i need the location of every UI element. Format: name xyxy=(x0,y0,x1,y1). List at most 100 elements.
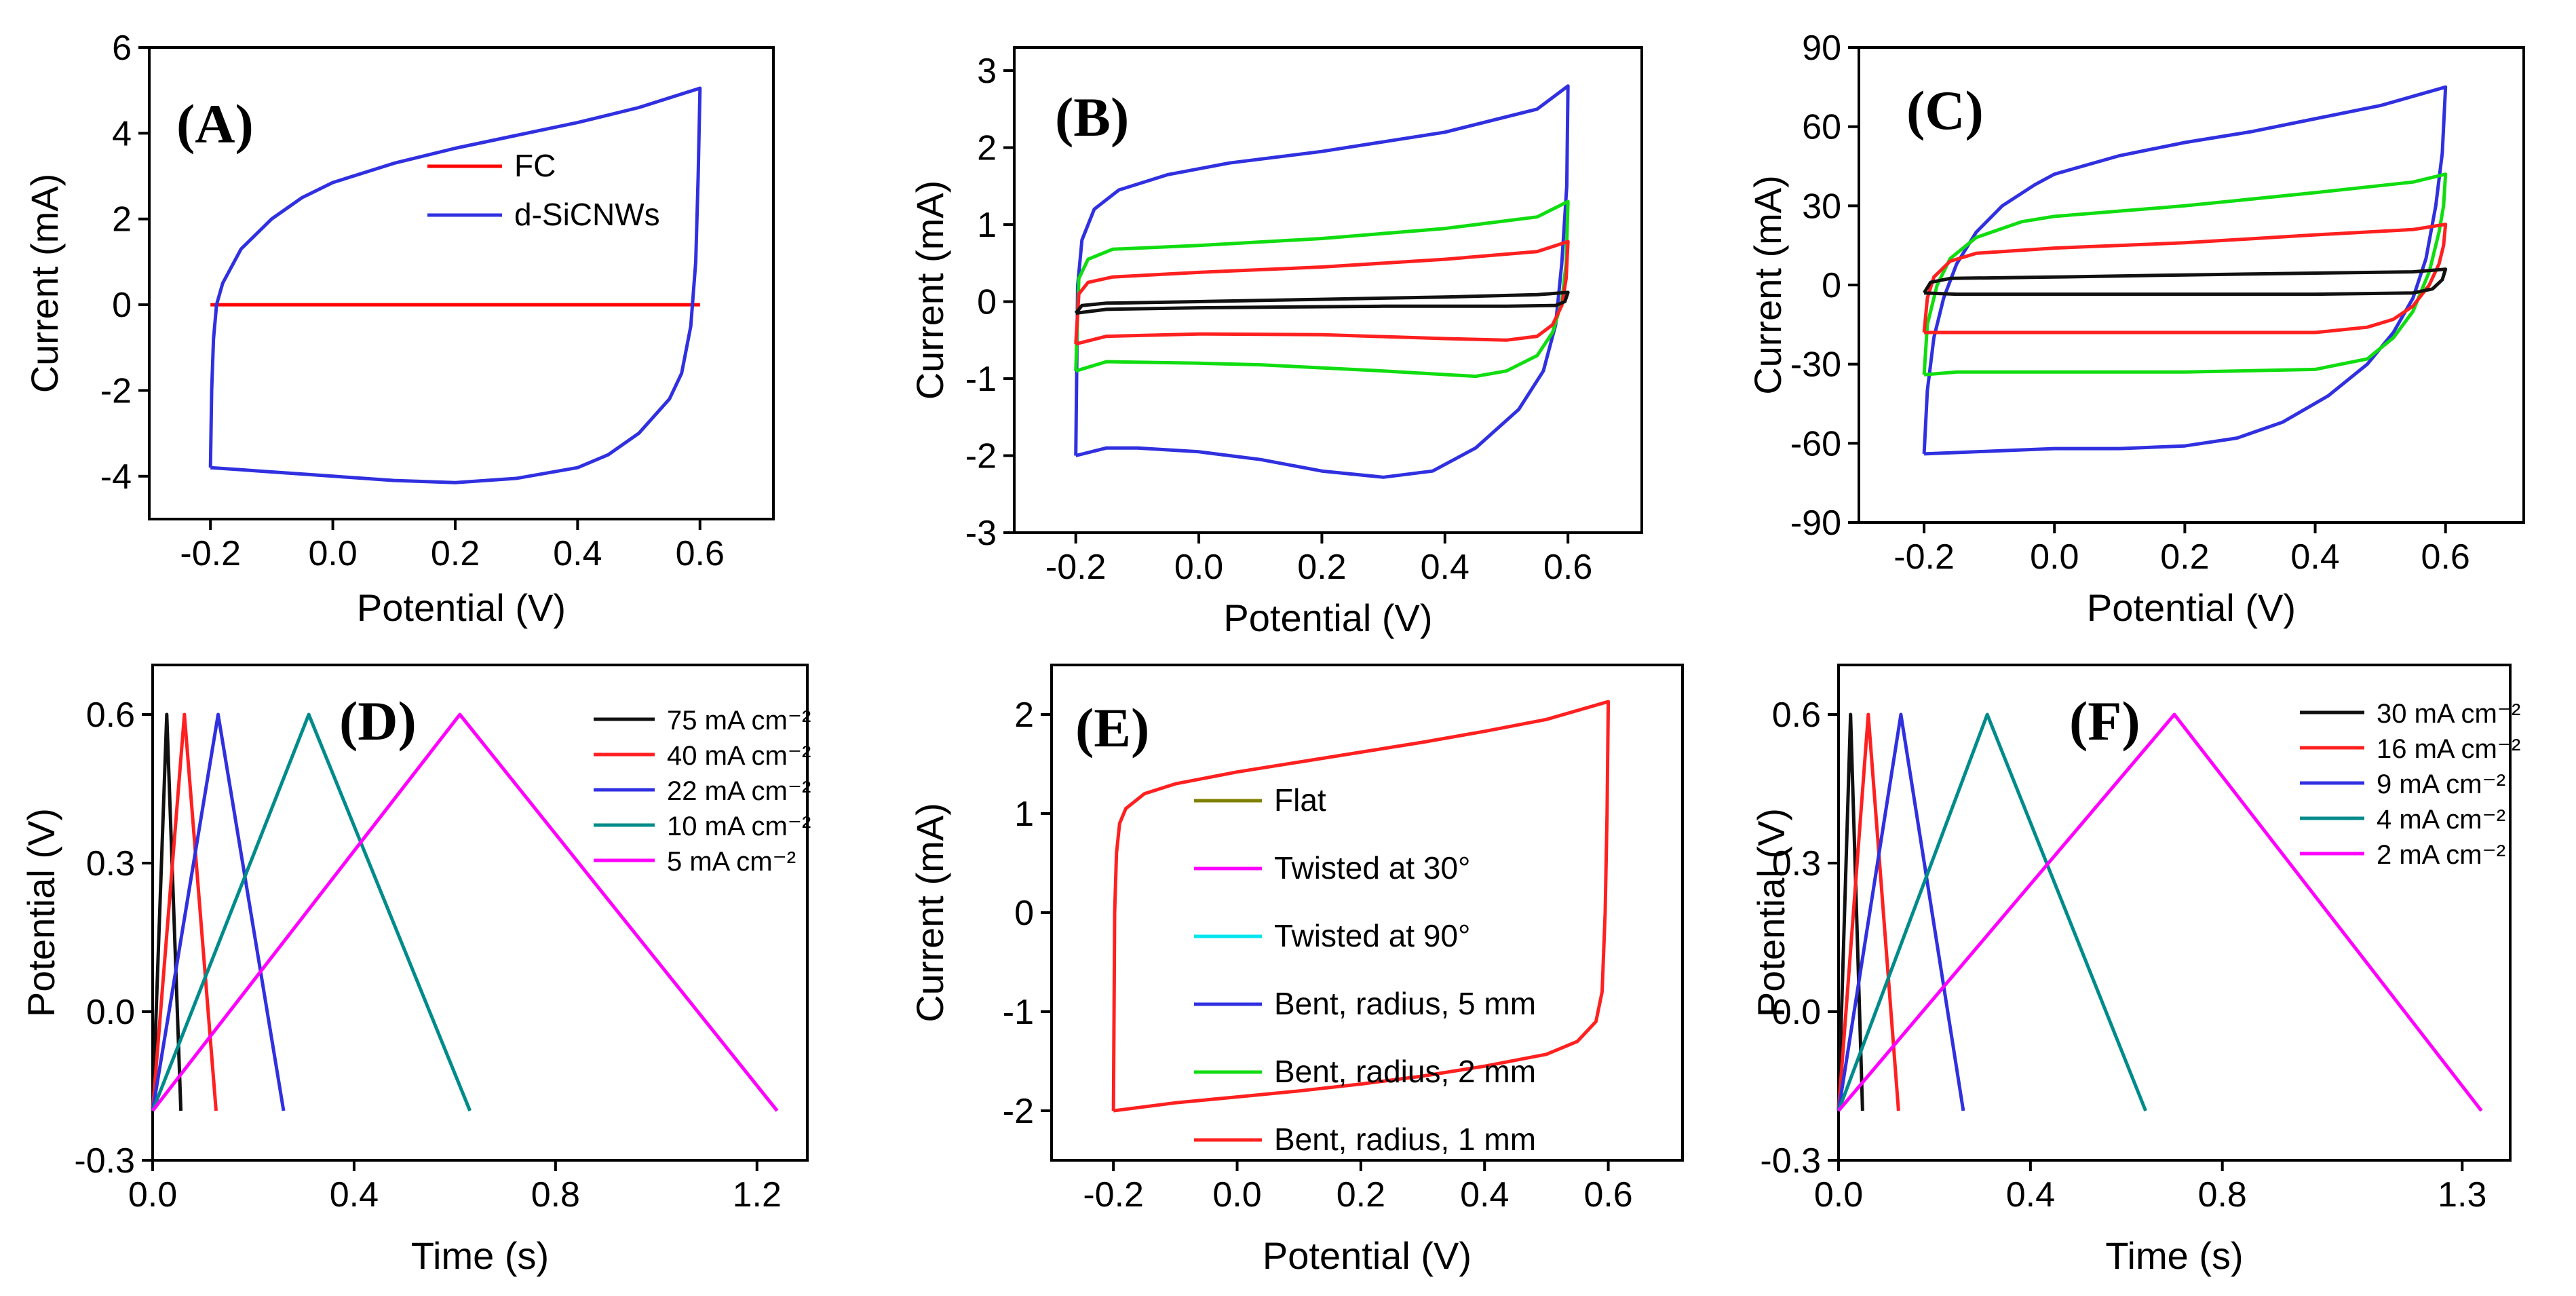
panel-f-plot-frame xyxy=(1837,664,2512,1162)
panel-c-x-tick-label: 0.4 xyxy=(2290,537,2339,577)
panel-f-legend: 30 mA cm⁻² 16 mA cm⁻² 9 mA cm⁻² 4 mA cm⁻² 2 … xyxy=(2300,699,2520,870)
panel-f-y-axis-label: Potential (V) xyxy=(1750,808,1792,1017)
panel-b-y-tick-label: 0 xyxy=(977,283,997,322)
panel-e-x-tick-label: 0.0 xyxy=(1212,1175,1261,1215)
panel-c-y-tick-label: 30 xyxy=(1802,187,1841,226)
panel-d-x-axis-label: Time (s) xyxy=(411,1234,549,1277)
panel-b-x-tick-label: -0.2 xyxy=(1045,548,1107,587)
panel-a-x-axis-label: Potential (V) xyxy=(357,586,566,629)
panel-b-y-tick-label: 3 xyxy=(977,52,997,91)
panel-d-x-tick-label: 0.4 xyxy=(330,1175,379,1215)
panel-e-x-tick-label: -0.2 xyxy=(1083,1175,1144,1215)
panel-d-legend-entry: 75 mA cm⁻² xyxy=(667,706,811,736)
panel-d-series-10-ma-cm- xyxy=(151,712,472,1111)
panel-d-series-22-ma-cm- xyxy=(151,712,286,1111)
panel-b-x-tick-label: 0.2 xyxy=(1297,548,1346,587)
panel-d-x-tick-label: 1.2 xyxy=(733,1175,782,1215)
panel-e-legend-entry: Bent, radius, 1 mm xyxy=(1274,1122,1536,1157)
panel-b-plot-frame xyxy=(1013,46,1643,534)
panel-e-y-tick-label: 1 xyxy=(1014,795,1034,834)
panel-c-label: (C) xyxy=(1906,79,1984,141)
panel-a-y-tick-label: -2 xyxy=(100,371,132,411)
panel-a-y-axis-label: Current (mA) xyxy=(23,174,66,394)
panel-b-y-tick-label: -2 xyxy=(965,437,997,476)
panel-c-series-red xyxy=(1922,223,2448,335)
panel-f-legend-entry: 2 mA cm⁻² xyxy=(2377,840,2505,870)
panel-d-x-tick-label: 0.0 xyxy=(128,1175,177,1215)
panel-d-plot-frame xyxy=(151,664,809,1162)
panel-e-legend-entry: Twisted at 30° xyxy=(1274,850,1470,885)
panel-c-y-tick-label: 0 xyxy=(1822,266,1841,305)
panel-e-y-tick-label: 2 xyxy=(1014,695,1034,735)
panel-a-series-d-sicnws xyxy=(208,86,702,484)
panel-a-label: (A) xyxy=(176,93,254,155)
panel-d-legend-entry: 5 mA cm⁻² xyxy=(667,847,796,877)
panel-c-x-tick-label: 0.6 xyxy=(2421,537,2470,577)
panel-c-series-green xyxy=(1922,172,2448,377)
panel-d-label: (D) xyxy=(339,690,417,752)
panel-a-y-tick-label: 0 xyxy=(112,286,132,325)
panel-e-x-tick-label: 0.2 xyxy=(1337,1175,1385,1215)
panel-b-x-tick-label: 0.4 xyxy=(1421,548,1469,587)
panel-e-y-axis-label: Current (mA) xyxy=(908,803,951,1023)
panel-b-y-tick-label: -1 xyxy=(965,360,997,399)
panel-c-x-tick-label: 0.0 xyxy=(2030,537,2079,577)
panel-c-series-black xyxy=(1922,267,2448,297)
panel-f-legend-entry: 9 mA cm⁻² xyxy=(2377,769,2505,799)
panel-d-legend-entry: 10 mA cm⁻² xyxy=(667,812,811,841)
panel-f-y-tick-label: 0.6 xyxy=(1772,695,1821,735)
panel-f-x-tick-label: 0.8 xyxy=(2198,1175,2247,1215)
panel-f-legend-entry: 30 mA cm⁻² xyxy=(2377,699,2520,729)
panel-d-y-tick-label: 0.6 xyxy=(86,695,135,735)
panel-f-series-9-ma-cm- xyxy=(1837,712,1965,1111)
panel-a-y-tick-label: 4 xyxy=(112,114,132,153)
panel-a-y-tick-label: -4 xyxy=(100,457,132,497)
panel-c-x-tick-label: -0.2 xyxy=(1893,537,1955,577)
panel-f-x-tick-label: 0.4 xyxy=(2006,1175,2055,1215)
panel-b: -0.2 0.0 0.2 0.4 0.6 -3 -2 -1 0 1 2 3 Potential (V) C… xyxy=(908,46,1643,639)
panel-c-series-blue xyxy=(1922,85,2448,456)
panel-e-x-axis-label: Potential (V) xyxy=(1263,1234,1472,1277)
panel-f-legend-entry: 4 mA cm⁻² xyxy=(2377,805,2505,835)
panel-b-series-blue xyxy=(1074,84,1570,479)
panel-b-y-tick-label: 2 xyxy=(977,129,997,168)
panel-b-x-axis-label: Potential (V) xyxy=(1223,596,1432,639)
panel-a-x-tick-label: 0.6 xyxy=(676,534,725,573)
panel-e-y-tick-label: -2 xyxy=(1003,1092,1034,1131)
panel-b-x-tick-label: 0.6 xyxy=(1543,548,1592,587)
panel-a-x-tick-label: -0.2 xyxy=(180,534,241,573)
panel-e-legend-entry: Bent, radius, 5 mm xyxy=(1274,986,1536,1021)
panel-d-legend-entry: 40 mA cm⁻² xyxy=(667,741,811,771)
panel-b-label: (B) xyxy=(1055,86,1129,148)
panel-b-y-tick-label: 1 xyxy=(977,206,997,245)
panel-e-x-tick-label: 0.4 xyxy=(1460,1175,1509,1215)
panel-b-series-green xyxy=(1074,199,1570,379)
panel-e-legend-entry: Flat xyxy=(1274,782,1326,818)
panel-f-y-tick-label: 0.3 xyxy=(1772,844,1821,883)
panel-e-y-tick-label: -1 xyxy=(1003,993,1034,1032)
panel-e-series-bent-radius-1-mm xyxy=(1111,700,1611,1113)
panel-f-series-2-ma-cm- xyxy=(1837,712,2483,1112)
panel-f-y-tick-label: -0.3 xyxy=(1760,1141,1821,1181)
panel-d-legend: 75 mA cm⁻² 40 mA cm⁻² 22 mA cm⁻² 10 mA cm⁻²… xyxy=(594,706,811,877)
panel-c-y-tick-label: 90 xyxy=(1802,28,1841,68)
panel-f-legend-entry: 16 mA cm⁻² xyxy=(2377,734,2520,764)
panel-d-x-tick-label: 0.8 xyxy=(531,1175,580,1215)
panel-a-legend: FC d-SiCNWs xyxy=(427,148,660,232)
panel-a-y-tick-label: 6 xyxy=(112,28,132,68)
panel-f-x-tick-label: 0.0 xyxy=(1814,1175,1863,1215)
panel-a-x-tick-label: 0.0 xyxy=(308,534,357,573)
panel-c-y-tick-label: 60 xyxy=(1802,108,1841,147)
panel-c-y-tick-label: -60 xyxy=(1790,424,1841,463)
panel-b-y-tick-label: -3 xyxy=(965,514,997,553)
panel-c: -0.2 0.0 0.2 0.4 0.6 -90 -60 -30 0 30 60 90 Potentia… xyxy=(1746,28,2525,629)
panel-b-series-black xyxy=(1074,290,1570,315)
panel-a-plot-frame xyxy=(148,46,775,520)
panel-e-x-tick-label: 0.6 xyxy=(1583,1175,1632,1215)
panel-c-y-axis-label: Current (mA) xyxy=(1746,175,1789,395)
panel-d-series-5-ma-cm- xyxy=(151,712,779,1112)
panel-e-legend-entry: Twisted at 90° xyxy=(1274,918,1470,953)
panel-f-label: (F) xyxy=(2069,690,2140,752)
